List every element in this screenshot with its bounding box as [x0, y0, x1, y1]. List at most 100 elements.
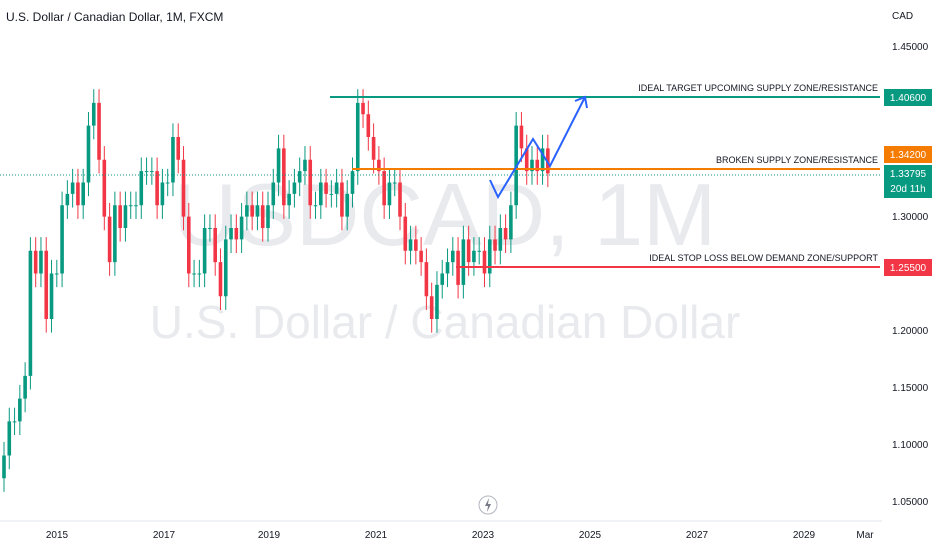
countdown-text: 20d 11h [890, 184, 925, 195]
x-tick-2021: 2021 [365, 530, 388, 541]
candle-body [49, 273, 54, 319]
candle-body [329, 193, 334, 195]
current-price-text: 1.33795 [890, 169, 927, 180]
candle-body [319, 182, 323, 206]
candle-body [451, 250, 455, 263]
candle-body [398, 182, 402, 217]
candle-body [18, 398, 22, 422]
candle-body [202, 228, 207, 274]
candle-body [403, 216, 408, 251]
candle-body [123, 205, 128, 228]
candle-body [371, 137, 376, 160]
candle-body [472, 250, 476, 263]
candle-body [2, 455, 6, 479]
y-tick-120: 1.20000 [892, 326, 929, 337]
y-tick-115: 1.15000 [892, 383, 929, 394]
candle-body [165, 182, 170, 184]
watermark-symbol: USDCAD, 1M [174, 165, 717, 264]
candle-body [530, 159, 534, 172]
candle-body [134, 205, 138, 207]
candle-body [334, 182, 339, 194]
candle-body [76, 182, 80, 206]
x-tick-2017: 2017 [153, 530, 176, 541]
stop-annotation: IDEAL STOP LOSS BELOW DEMAND ZONE/SUPPOR… [649, 253, 878, 263]
candle-body [171, 137, 175, 183]
candle-body [361, 102, 365, 115]
projection-path[interactable] [489, 96, 586, 200]
broken-price-text: 1.34200 [890, 150, 927, 161]
candle-body [113, 205, 117, 263]
candle-body [308, 159, 313, 206]
candle-body [414, 239, 418, 251]
candle-body [7, 421, 12, 456]
candle-body [150, 171, 154, 173]
candle-body [23, 375, 27, 399]
x-tick-2019: 2019 [258, 530, 281, 541]
candle-body [540, 148, 545, 172]
candle-body [250, 205, 254, 217]
candle-body [276, 148, 281, 183]
candle-body [324, 182, 328, 194]
candle-body [519, 125, 524, 149]
x-tick-2027: 2027 [686, 530, 709, 541]
candle-body [208, 228, 212, 229]
candle-body [107, 216, 112, 263]
candle-body [524, 148, 529, 172]
candle-body [292, 182, 297, 194]
chart-title: U.S. Dollar / Canadian Dollar, 1M, FXCM [6, 10, 224, 24]
candle-body [287, 193, 291, 206]
y-tick-130: 1.30000 [892, 212, 929, 223]
x-tick-mar: Mar [856, 530, 874, 541]
candle-body [266, 205, 270, 228]
candle-body [55, 273, 59, 275]
broken-annotation: BROKEN SUPPLY ZONE/RESISTANCE [716, 155, 878, 165]
candle-body [535, 159, 540, 172]
candle-body [429, 296, 434, 319]
candles-layer [2, 89, 550, 492]
candle-body [482, 250, 487, 274]
candle-body [392, 182, 397, 184]
candle-body [91, 102, 96, 126]
candle-body [139, 171, 144, 206]
target-price-badge [884, 89, 932, 106]
candle-body [387, 182, 392, 206]
candle-body [181, 159, 186, 217]
candle-body [440, 273, 445, 285]
candle-body [345, 193, 349, 217]
candle-body [297, 171, 302, 183]
candle-body [239, 216, 244, 240]
y-tick-110: 1.10000 [892, 440, 929, 451]
candle-body [155, 171, 159, 206]
candle-body [128, 205, 133, 207]
candle-body [160, 182, 165, 206]
candle-body [213, 228, 217, 263]
x-tick-2029: 2029 [793, 530, 816, 541]
candle-body [255, 205, 260, 217]
candle-body [39, 250, 43, 274]
candle-body [197, 273, 202, 275]
x-tick-2025: 2025 [579, 530, 602, 541]
candle-body [445, 262, 450, 274]
stop-price-badge [884, 259, 932, 276]
candle-body [97, 102, 101, 160]
candle-body [81, 182, 85, 206]
candle-body [60, 205, 64, 274]
candle-body [65, 193, 70, 206]
candle-body [176, 137, 181, 160]
candle-body [493, 239, 497, 251]
candle-body [192, 273, 196, 275]
y-tick-105: 1.05000 [892, 497, 929, 508]
watermark-name: U.S. Dollar / Canadian Dollar [150, 296, 741, 348]
candle-body [282, 148, 286, 206]
lightning-icon[interactable] [478, 495, 498, 515]
candle-body [509, 205, 513, 240]
candle-body [340, 182, 344, 217]
candle-body [12, 421, 17, 423]
broken-price-badge [884, 146, 932, 163]
candle-body [382, 171, 386, 206]
candle-body [28, 250, 33, 376]
candle-body [435, 284, 439, 319]
candle-body [229, 228, 233, 240]
target-annotation: IDEAL TARGET UPCOMING SUPPLY ZONE/RESIST… [638, 83, 878, 93]
